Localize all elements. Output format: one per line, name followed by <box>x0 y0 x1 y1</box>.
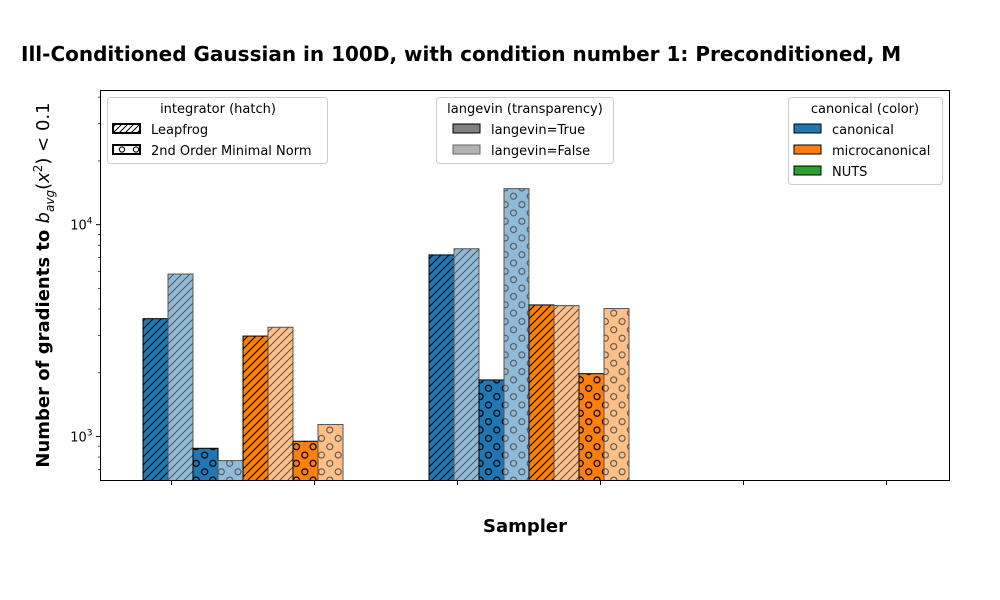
legend-swatch-microcanonical <box>793 144 822 155</box>
x-axis <box>171 480 887 485</box>
legend-label-langevin-false: langevin=False <box>491 144 590 159</box>
legend-label-leapfrog: Leapfrog <box>151 123 208 138</box>
y-tick-label: 104 <box>70 217 93 234</box>
x-axis-label: Sampler <box>483 516 567 537</box>
legend-swatch-canonical <box>793 123 822 134</box>
legend-label-minimal-norm: 2nd Order Minimal Norm <box>151 144 311 159</box>
legend-langevin-title: langevin (transparency) <box>447 102 603 117</box>
legend-label-nuts: NUTS <box>832 165 867 180</box>
bar-g1-4-hatch <box>217 460 244 482</box>
legend-integrator-frame <box>107 97 328 164</box>
bar-g1-7-hatch <box>292 440 319 481</box>
y-axis: 103 104 <box>70 96 101 470</box>
bar-g1-1-hatch <box>142 318 169 482</box>
bar-g1-3-hatch <box>192 447 219 481</box>
bar-g1-2-hatch <box>167 273 194 481</box>
legend-swatch-langevin-false <box>452 144 481 155</box>
bar-g1-5-hatch <box>242 335 269 481</box>
legend-canonical-frame <box>788 97 943 185</box>
bar-g2-5-hatch <box>528 304 555 481</box>
bars-layer <box>142 188 630 482</box>
bar-g1-8-hatch <box>317 423 344 481</box>
legend-langevin-frame <box>436 97 614 164</box>
legend-swatch-langevin-true <box>452 123 481 134</box>
bar-g2-2-hatch <box>453 248 480 481</box>
legend-label-canonical: canonical <box>832 123 894 138</box>
legend-label-microcanonical: microcanonical <box>832 144 930 159</box>
chart-title: Ill-Conditioned Gaussian in 100D, with c… <box>21 42 901 66</box>
legend-canonical: canonical (color) canonical microcanonic… <box>788 97 943 185</box>
bar-g2-4-hatch <box>503 188 530 482</box>
legend-integrator: integrator (hatch) Leapfrog 2nd Order Mi… <box>107 97 328 164</box>
legend-swatch-leapfrog <box>112 123 141 134</box>
legend-swatch-nuts <box>793 165 822 176</box>
bar-g2-1-hatch <box>428 254 455 481</box>
bar-g1-6-hatch <box>267 326 294 481</box>
plot-area-frame <box>100 90 950 481</box>
legend-integrator-title: integrator (hatch) <box>160 102 276 117</box>
bar-g2-3-hatch <box>478 379 505 481</box>
legend-langevin: langevin (transparency) langevin=True la… <box>436 97 614 164</box>
legend-canonical-title: canonical (color) <box>811 102 919 117</box>
bar-g2-6-hatch <box>553 305 580 481</box>
bar-g2-7-hatch <box>578 373 605 482</box>
legend-swatch-minimal-norm <box>112 144 141 155</box>
bar-g2-8-hatch <box>603 308 630 481</box>
y-axis-label: Number of gradients to bavg(x2) < 0.1 <box>31 102 57 467</box>
legend-label-langevin-true: langevin=True <box>491 123 585 138</box>
y-tick-label: 103 <box>70 429 92 446</box>
